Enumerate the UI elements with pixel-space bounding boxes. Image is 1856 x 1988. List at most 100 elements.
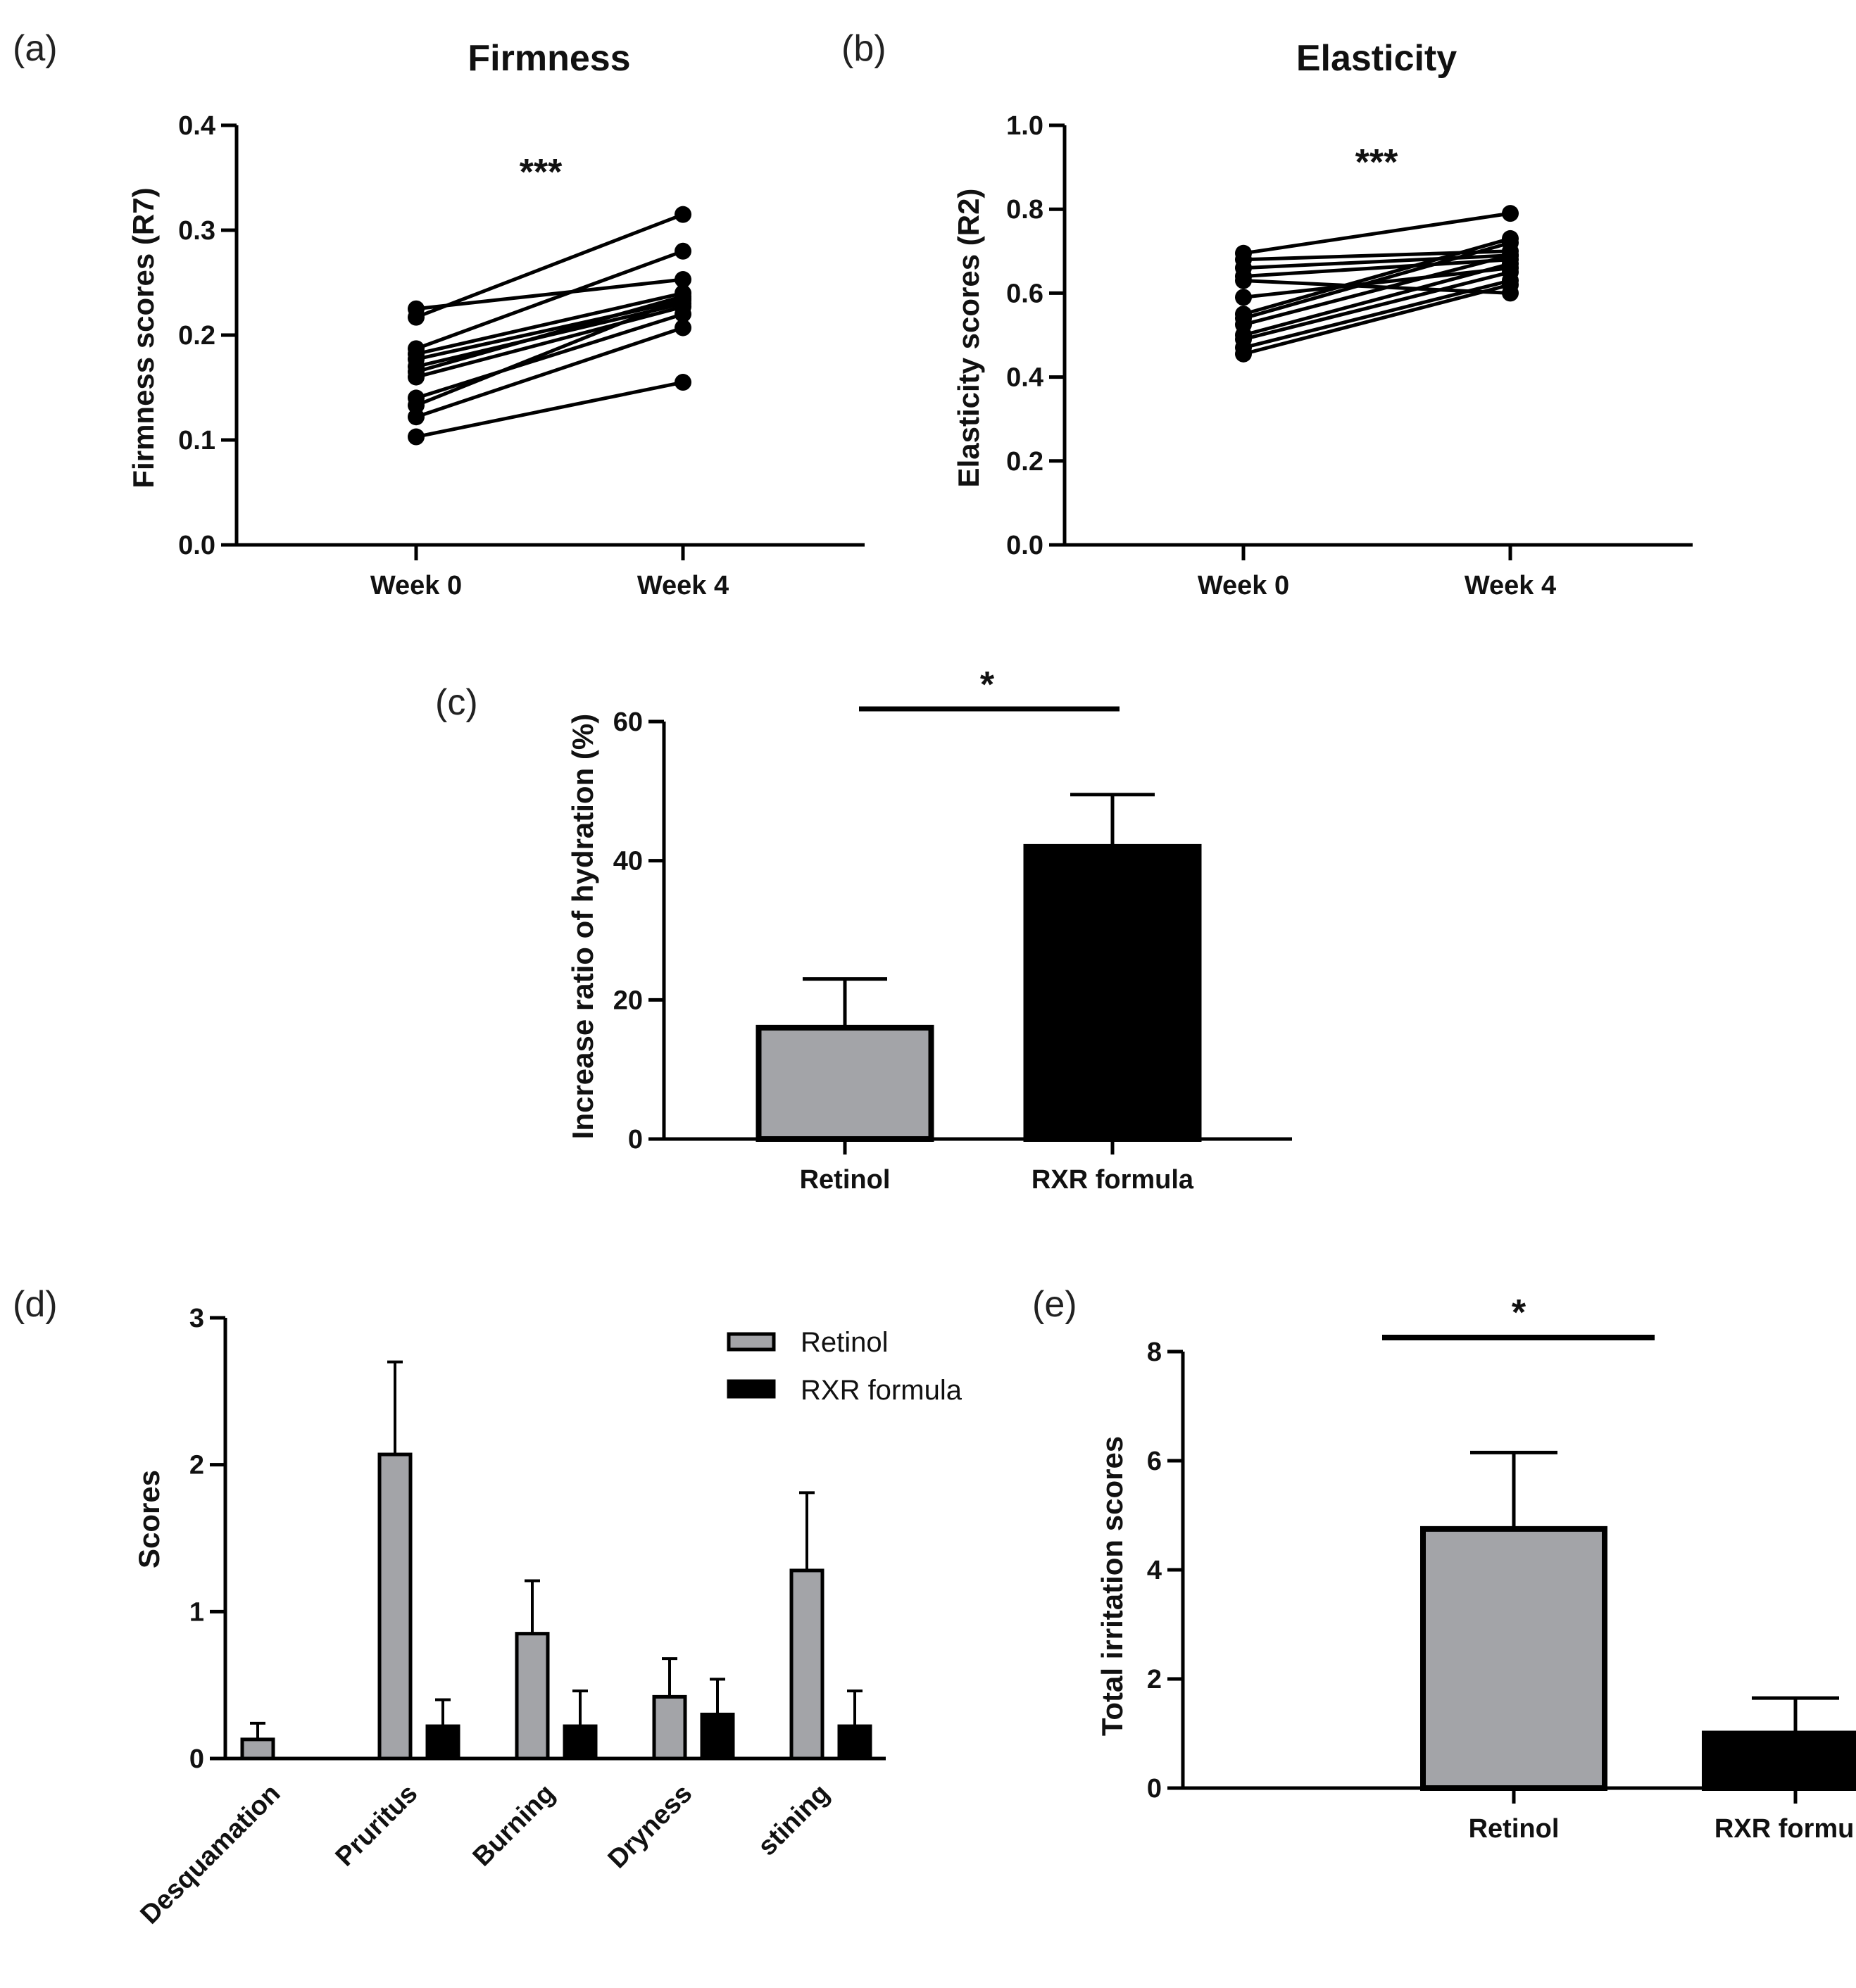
c-ytick-label: 40: [613, 847, 643, 876]
a-subject-line: [415, 312, 684, 400]
b-subject-line: [1243, 262, 1511, 337]
a-subject-line: [415, 213, 684, 320]
panel-b-elasticity: (b) Elasticity Elasticity scores (R2) **…: [841, 28, 1693, 600]
b-subject-line: [1243, 237, 1511, 316]
b-subject-line: [1243, 270, 1511, 341]
panel-label-a: (a): [13, 28, 58, 69]
a-data-point: [675, 242, 691, 260]
a-data-point: [408, 428, 425, 446]
d-xtick-label: Desquamation: [135, 1779, 287, 1930]
legend-d: Retinol RXR formula: [727, 1327, 963, 1406]
b-subject-line: [1243, 253, 1511, 270]
b-ytick-label: 0.2: [1006, 447, 1043, 477]
c-bar: [1023, 843, 1202, 1143]
a-xtick-label: Week 0: [370, 571, 462, 600]
b-xtick-label: Week 0: [1198, 571, 1289, 600]
legend-swatch-rxr: [727, 1379, 776, 1399]
a-xtick-label: Week 4: [637, 571, 729, 600]
a-subject-line: [415, 326, 684, 419]
b-subject-line: [1243, 258, 1511, 279]
b-data-point: [1502, 205, 1519, 222]
d-ytick-label: 2: [189, 1451, 204, 1480]
d-xtick-label: Burning: [468, 1779, 561, 1873]
d-ytick-label: 3: [189, 1304, 204, 1333]
c-ytick-label: 0: [628, 1125, 643, 1155]
y-axis-label-c: Increase ratio of hydration (%): [566, 714, 599, 1139]
a-subject-line: [415, 294, 684, 374]
b-subject-line: [1243, 266, 1511, 299]
b-data-point: [1235, 289, 1252, 306]
b-data-point: [1235, 272, 1252, 289]
b-xtick-label: Week 4: [1465, 571, 1556, 600]
b-subject-line: [1243, 241, 1511, 320]
e-ytick-label: 0: [1147, 1774, 1162, 1804]
d-bar: [700, 1712, 735, 1761]
y-axis-label-b: Elasticity scores (R2): [952, 189, 985, 488]
b-ytick-label: 1.0: [1006, 111, 1043, 141]
a-data-point: [675, 289, 691, 307]
y-axis-label-d: Scores: [132, 1470, 165, 1568]
e-xtick-label: RXR formula: [1714, 1814, 1856, 1844]
b-data-point: [1235, 345, 1252, 363]
significance-e: *: [1512, 1292, 1526, 1333]
a-data-point: [675, 306, 691, 323]
chart-title-b: Elasticity: [1296, 38, 1457, 79]
legend-label-rxr: RXR formula: [801, 1375, 963, 1406]
a-subject-line: [415, 277, 684, 311]
b-subject-line: [1243, 283, 1511, 356]
e-bar: [1420, 1525, 1607, 1791]
a-data-point: [675, 319, 691, 336]
a-data-point: [675, 374, 691, 391]
b-ytick-label: 0.6: [1006, 279, 1043, 308]
a-data-point: [675, 206, 691, 223]
e-xtick-label: Retinol: [1469, 1814, 1560, 1844]
a-subject-line: [415, 380, 684, 439]
d-xtick-label: stining: [753, 1779, 836, 1862]
d-ytick-label: 0: [189, 1744, 204, 1774]
a-subject-line: [415, 291, 684, 356]
b-subject-line: [1243, 253, 1511, 327]
c-xtick-label: Retinol: [800, 1165, 891, 1195]
c-ytick-label: 20: [613, 986, 643, 1015]
d-bar: [515, 1632, 550, 1761]
a-data-point: [408, 408, 425, 426]
b-ytick-label: 0.8: [1006, 195, 1043, 225]
d-bar: [425, 1724, 460, 1761]
a-ytick-label: 0.3: [178, 216, 215, 246]
a-ytick-label: 0.4: [178, 111, 215, 141]
panel-a-firmness: (a) Firmness Firmness scores (R7) *** 0.…: [13, 28, 865, 600]
chart-title-a: Firmness: [468, 38, 630, 79]
d-xtick-label: Pruritus: [330, 1779, 424, 1873]
d-xtick-label: Dryness: [603, 1779, 698, 1875]
a-subject-line: [415, 305, 684, 379]
d-bar: [837, 1724, 872, 1761]
d-bar: [563, 1724, 598, 1761]
a-subject-line: [415, 296, 684, 408]
significance-b: ***: [1355, 142, 1398, 183]
panel-e-total-irritation: (e) Total irritation scores * 0 2 4 6 8 Reti…: [1032, 1284, 1856, 1844]
a-ytick-label: 0.0: [178, 531, 215, 560]
e-ytick-label: 8: [1147, 1338, 1162, 1367]
d-bar: [377, 1452, 413, 1761]
c-bar: [755, 1024, 934, 1143]
d-ytick-label: 1: [189, 1597, 204, 1627]
c-xtick-label: RXR formula: [1032, 1165, 1194, 1195]
e-bar: [1702, 1730, 1856, 1791]
b-data-point: [1502, 276, 1519, 294]
c-ytick-label: 60: [613, 707, 643, 737]
b-subject-line: [1243, 279, 1511, 350]
panel-d-irritation-items: (d) Scores 0 1 2 3 Desquamation Pruritus Burn…: [13, 1284, 963, 1930]
legend-swatch-retinol: [727, 1332, 776, 1352]
b-ytick-label: 0.4: [1006, 363, 1043, 393]
panel-label-e: (e): [1032, 1284, 1077, 1325]
a-data-point: [408, 368, 425, 386]
significance-c: *: [980, 665, 995, 705]
a-subject-line: [415, 249, 684, 351]
e-ytick-label: 2: [1147, 1665, 1162, 1694]
significance-a: ***: [520, 152, 563, 193]
e-ytick-label: 4: [1147, 1556, 1162, 1585]
y-axis-label-a: Firmness scores (R7): [127, 187, 160, 488]
a-data-point: [408, 308, 425, 326]
panel-label-d: (d): [13, 1284, 58, 1325]
